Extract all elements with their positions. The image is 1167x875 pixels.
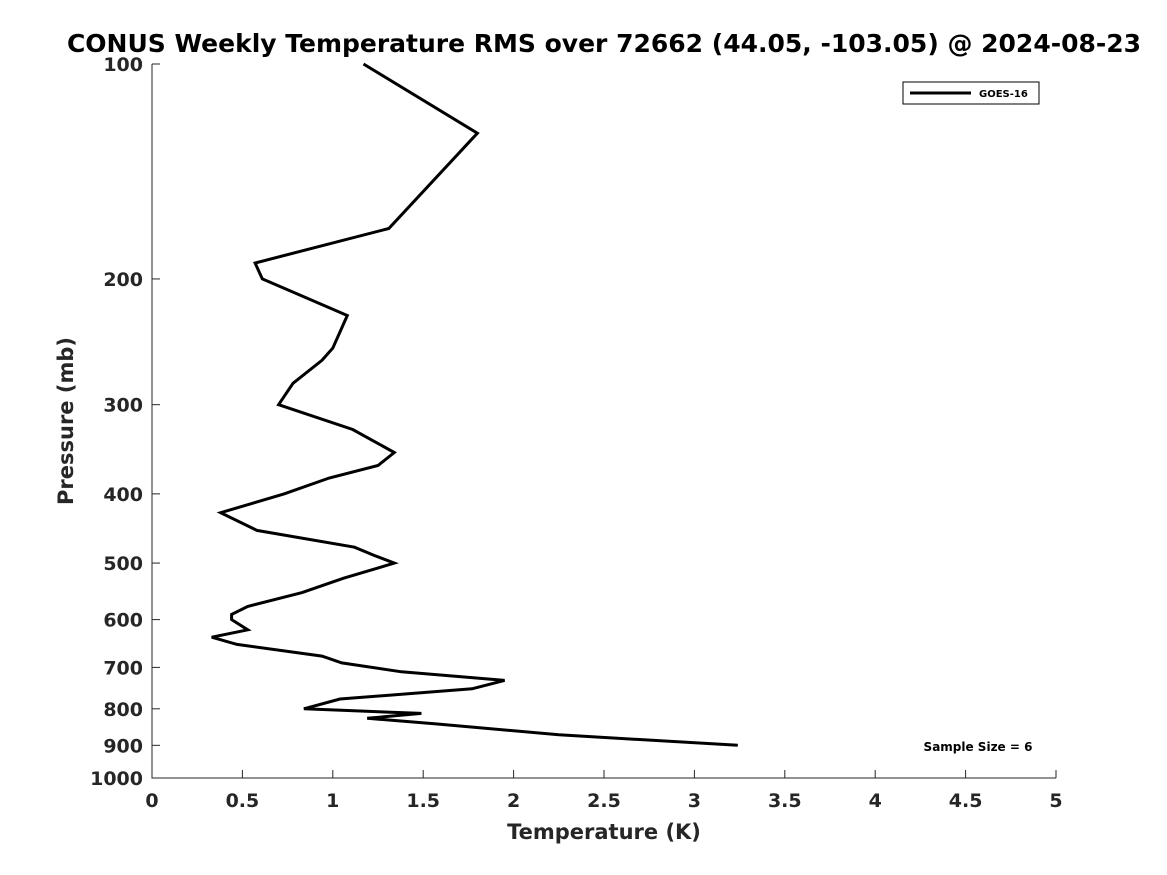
x-tick-label: 3.5 (768, 790, 802, 812)
axis-lines (151, 64, 1056, 779)
x-tick-label: 3 (688, 790, 701, 812)
plot-area: 0 0.5 1 1.5 2 2.5 3 3.5 4 4.5 5 100 200 300 400 500 600… (90, 54, 1063, 812)
x-tick-label: 5 (1049, 790, 1062, 812)
y-tick-label: 100 (103, 54, 143, 76)
x-axis-label: Temperature (K) (507, 820, 701, 844)
chart-title: CONUS Weekly Temperature RMS over 72662 … (67, 29, 1141, 58)
x-tick-label: 2.5 (587, 790, 621, 812)
y-tick-label: 300 (103, 395, 143, 417)
x-tick-label: 0.5 (226, 790, 260, 812)
y-tick-label: 900 (103, 735, 143, 757)
y-tick-label: 700 (103, 657, 143, 679)
sample-size-annotation: Sample Size = 6 (924, 740, 1033, 754)
y-tick-label: 600 (103, 610, 143, 632)
y-tick-label: 400 (103, 484, 143, 506)
y-tick-label: 800 (103, 699, 143, 721)
series-layer (211, 62, 738, 747)
x-tick-label: 4 (869, 790, 882, 812)
legend: GOES-16 (902, 81, 1040, 105)
x-tick-label: 4.5 (949, 790, 983, 812)
x-tick-label: 0 (145, 790, 158, 812)
y-tick-label: 1000 (90, 768, 143, 790)
y-tick-label: 200 (103, 269, 143, 291)
y-axis-label: Pressure (mb) (54, 337, 78, 505)
y-tick-label: 500 (103, 553, 143, 575)
series-line-goes-16 (211, 62, 738, 747)
x-tick-label: 2 (507, 790, 520, 812)
legend-label-goes-16: GOES-16 (979, 89, 1028, 100)
y-axis-ticks: 100 200 300 400 500 600 700 800 900 1000 (90, 54, 160, 790)
x-axis-ticks: 0 0.5 1 1.5 2 2.5 3 3.5 4 4.5 5 (145, 770, 1063, 812)
x-tick-label: 1 (326, 790, 339, 812)
x-tick-label: 1.5 (406, 790, 440, 812)
